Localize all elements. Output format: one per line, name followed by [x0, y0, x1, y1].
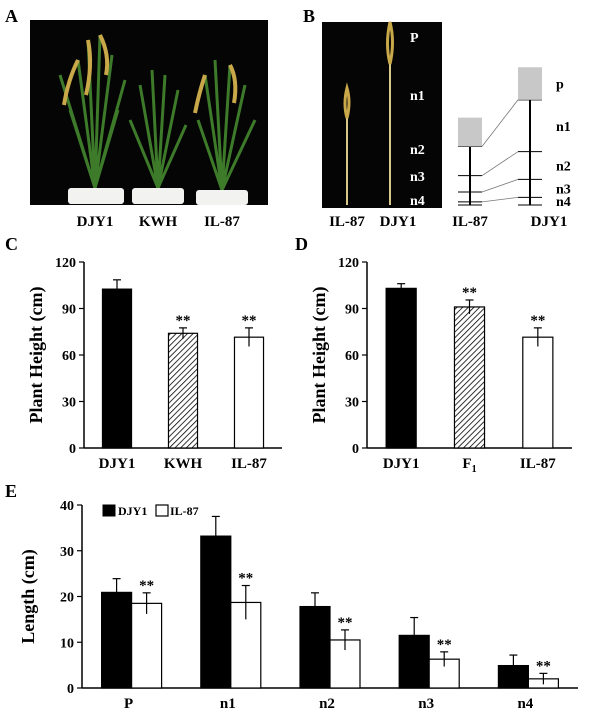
photo-label-p: P: [410, 31, 419, 46]
label-b-photo-il87: IL-87: [329, 214, 365, 230]
y-axis-title: Plant Height (cm): [26, 287, 47, 424]
significance-mark: **: [338, 615, 353, 631]
label-b-diagram-il87: IL-87: [452, 214, 488, 230]
x-tick-label: n1: [220, 696, 236, 712]
x-tick-label: P: [124, 696, 133, 712]
x-tick-label: IL-87: [520, 456, 556, 472]
rice-plants-photo: [30, 20, 268, 205]
legend-swatch-djy1: [102, 504, 116, 517]
culm-panicle-djy1: [518, 67, 542, 100]
y-axis-title: Plant Height (cm): [309, 287, 330, 424]
y-axis-title: Length (cm): [18, 549, 39, 643]
y-tick-label: 0: [69, 442, 76, 457]
y-tick-label: 120: [55, 256, 76, 271]
x-tick-label: n4: [517, 696, 533, 712]
chart-d: 0 30 60 90 120 Plant Height (cm) DJY1 ** F1 ** IL-…: [309, 256, 572, 475]
panel-letter-a: A: [5, 6, 18, 26]
y-tick-label: 60: [345, 349, 359, 364]
segment-label-n3: n3: [556, 182, 571, 197]
y-tick-label: 40: [60, 499, 74, 514]
culm-panicle-il-87: [458, 117, 482, 147]
panel-letter-d: D: [295, 234, 308, 254]
label-a-il87: IL-87: [204, 214, 240, 230]
plant-kwh: [128, 69, 188, 204]
significance-mark: **: [462, 285, 477, 301]
culm-photo: P n1 n2 n3 n4: [322, 21, 442, 209]
x-tick-subscript: 1: [472, 464, 477, 475]
chart-e: 0 10 20 30 40 Length (cm) ** P ** n1 ** n2 ** n3 ** n4 D…: [18, 499, 578, 712]
x-tick-label: F1: [462, 456, 476, 475]
x-tick-label: DJY1: [99, 456, 136, 472]
y-tick-label: 0: [67, 682, 74, 697]
segment-label-n4: n4: [556, 195, 571, 210]
significance-mark: **: [536, 658, 551, 674]
segment-label-n2: n2: [556, 160, 571, 175]
label-a-kwh: KWH: [139, 214, 178, 230]
panel-d: D 0 30 60 90 120 Plant Height (cm) DJY1 ** F1 ** I…: [295, 234, 572, 475]
legend-label-djy1: DJY1: [118, 504, 147, 518]
y-tick-label: 30: [62, 396, 76, 411]
bar-kwh: [167, 332, 199, 449]
y-tick-label: 30: [60, 545, 74, 560]
culm-connector: [481, 151, 519, 177]
bar-il-87-p: [131, 602, 163, 689]
y-tick-label: 120: [338, 256, 359, 271]
culm-connector: [481, 179, 519, 193]
bar-djy1: [101, 288, 133, 449]
significance-mark: **: [176, 313, 191, 329]
panel-c: C 0 30 60 90 120 Plant Height (cm) DJY1 ** KWH **…: [5, 234, 282, 472]
bar-il-87: [233, 336, 265, 449]
bar-djy1: [385, 287, 417, 449]
bar-il-87: [522, 336, 554, 449]
label-b-diagram-djy1: DJY1: [531, 214, 568, 230]
label-b-photo-djy1: DJY1: [380, 214, 417, 230]
chart-c: 0 30 60 90 120 Plant Height (cm) DJY1 ** KWH ** IL…: [26, 256, 282, 472]
x-tick-label: IL-87: [231, 456, 267, 472]
bar-djy1-p: [100, 591, 133, 689]
legend-swatch-il87: [155, 504, 169, 517]
y-tick-label: 90: [345, 303, 359, 318]
segment-label-p: p: [556, 78, 564, 93]
photo-label-n3: n3: [410, 170, 425, 185]
x-tick-label: n3: [418, 696, 434, 712]
photo-label-n1: n1: [410, 89, 425, 104]
photo-label-n2: n2: [410, 143, 425, 158]
y-tick-label: 30: [345, 396, 359, 411]
panel-e: E 0 10 20 30 40 Length (cm) ** P ** n1 ** n2 ** n3 ** n…: [5, 481, 578, 712]
y-tick-label: 0: [352, 442, 359, 457]
y-tick-label: 10: [60, 636, 74, 651]
significance-mark: **: [238, 571, 253, 587]
culm-connector: [481, 99, 519, 147]
significance-mark: **: [530, 313, 545, 329]
significance-mark: **: [242, 313, 257, 329]
significance-mark: **: [139, 578, 154, 594]
legend-label-il87: IL-87: [170, 504, 199, 518]
y-tick-label: 60: [62, 349, 76, 364]
photo-label-n4: n4: [410, 194, 425, 209]
legend: DJY1 IL-87: [102, 504, 199, 518]
plant-il87: [193, 59, 257, 205]
x-tick-label: DJY1: [383, 456, 420, 472]
significance-mark: **: [437, 637, 452, 653]
plant-djy1: [58, 34, 127, 204]
x-tick-label: KWH: [164, 456, 203, 472]
x-tick-label: n2: [319, 696, 335, 712]
panel-letter-b: B: [303, 6, 315, 26]
bar-djy1-n1: [200, 535, 232, 689]
panel-letter-e: E: [5, 481, 17, 501]
label-a-djy1: DJY1: [77, 214, 114, 230]
culm-connector: [481, 196, 519, 203]
bar-f: [453, 306, 486, 449]
y-tick-label: 90: [62, 303, 76, 318]
panel-letter-c: C: [5, 234, 18, 254]
panel-a: A DJY1 KWH IL-87: [5, 6, 268, 230]
segment-label-n1: n1: [556, 120, 571, 135]
y-tick-label: 20: [60, 591, 74, 606]
